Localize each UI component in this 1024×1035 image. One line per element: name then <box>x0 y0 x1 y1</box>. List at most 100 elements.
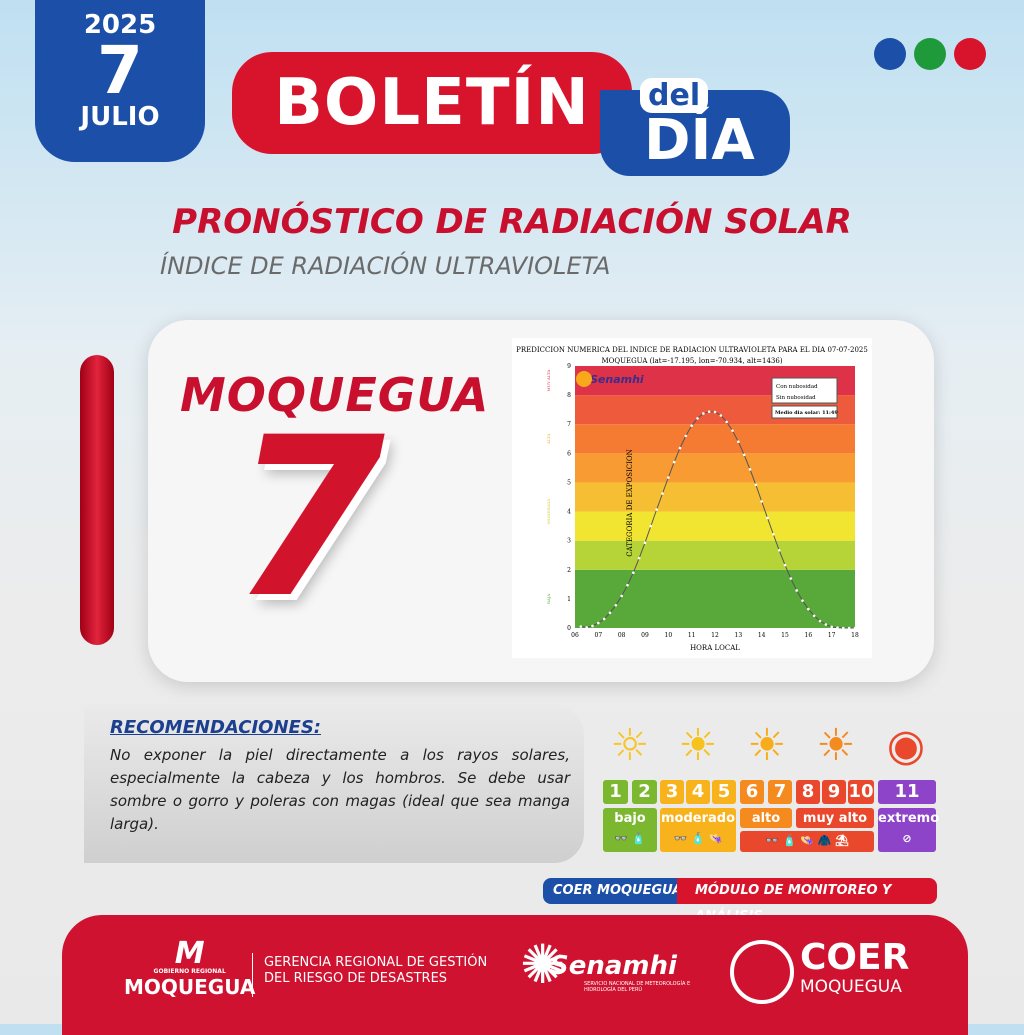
band-5 <box>575 424 855 454</box>
sun-very-high-icon: ☀ <box>816 720 856 771</box>
footer: M GOBIERNO REGIONAL MOQUEGUA GERENCIA RE… <box>62 915 968 1035</box>
y-tick: 1 <box>567 596 571 603</box>
y-tick: 2 <box>567 567 571 574</box>
band-1 <box>575 540 855 570</box>
divider <box>252 953 253 997</box>
day: 7 <box>97 32 143 109</box>
sun-moderate-icon: ☀ <box>678 720 718 771</box>
uv-number-5: 5 <box>712 780 736 804</box>
data-point <box>585 626 588 629</box>
uv-number-10: 10 <box>848 780 874 804</box>
uv-number-7: 7 <box>768 780 792 804</box>
page-title: PRONÓSTICO DE RADIACIÓN SOLAR <box>172 202 852 242</box>
data-point <box>748 468 752 471</box>
gob-small: GOBIERNO REGIONAL <box>153 968 226 975</box>
x-axis-label: HORA LOCAL <box>690 644 740 652</box>
recommendations-panel: RECOMENDACIONES: No exponer la piel dire… <box>84 705 584 863</box>
data-point <box>772 532 775 536</box>
band-2 <box>575 511 855 541</box>
x-tick: 12 <box>711 632 719 639</box>
y-axis-label: CATEGORIA DE EXPOSICION <box>626 449 634 557</box>
data-point <box>655 508 658 511</box>
data-point <box>818 619 822 623</box>
gobierno-regional-logo: M GOBIERNO REGIONAL MOQUEGUA <box>124 936 255 1000</box>
category-alto: alto <box>740 808 792 828</box>
uv-chart: PREDICCION NUMERICA DEL INDICE DE RADIAC… <box>512 338 872 658</box>
data-point <box>847 626 851 630</box>
data-point <box>684 434 688 438</box>
gerencia-text: GERENCIA REGIONAL DE GESTIÓN DEL RIESGO … <box>264 955 488 986</box>
data-point <box>760 500 763 503</box>
y-tick: 6 <box>567 450 571 457</box>
data-point <box>737 440 740 443</box>
x-tick: 15 <box>781 632 789 639</box>
data-point <box>620 594 623 598</box>
y-tick: 0 <box>567 625 571 632</box>
tag-coer-moquegua: COER MOQUEGUA <box>543 878 693 904</box>
data-point <box>783 563 787 567</box>
city-name: MOQUEGUA <box>180 368 490 422</box>
side-category: BAJA <box>546 594 551 604</box>
data-point <box>667 476 670 479</box>
title-del-dia: del DÍA <box>600 78 790 176</box>
coer-seal-icon <box>730 940 794 1004</box>
uv-index-value: 7 <box>232 390 386 646</box>
side-category: MUY ALTA <box>546 369 551 391</box>
data-point <box>824 623 828 626</box>
title-dia: DÍA <box>644 108 755 173</box>
gobierno-m-icon: M <box>174 936 205 971</box>
category-muy-alto: muy alto <box>796 808 874 828</box>
y-tick: 9 <box>567 363 571 370</box>
solar-noon-note: Medio dia solar: 11:49 <box>775 410 838 416</box>
side-category: MODERADA <box>546 499 551 525</box>
tag-modulo-monitoreo: MÓDULO DE MONITOREO Y ANÁLISIS <box>677 878 937 924</box>
data-point <box>725 420 728 424</box>
category-bajo: bajo 👓 🧴 <box>603 808 657 852</box>
x-tick: 07 <box>595 632 603 639</box>
solar-noon-box <box>771 405 838 419</box>
data-point <box>579 625 583 628</box>
legend-con-nubosidad: Con nubosidad <box>776 384 818 390</box>
data-point <box>789 577 793 580</box>
data-point <box>766 516 769 520</box>
y-tick: 4 <box>567 509 571 516</box>
data-point <box>713 410 717 414</box>
data-point <box>702 412 705 415</box>
year: 2025 <box>83 10 157 40</box>
data-point <box>643 541 647 545</box>
data-point <box>661 492 664 495</box>
recommendations-title: RECOMENDACIONES: <box>110 717 321 738</box>
category-moderado: moderado 👓 🧴 👒 <box>660 808 736 852</box>
x-tick: 09 <box>641 632 649 639</box>
senamhi-logo: Senamhi <box>550 951 677 981</box>
x-tick: 06 <box>571 632 579 639</box>
x-tick: 11 <box>688 632 696 639</box>
sun-low-icon: ☼ <box>610 720 650 771</box>
x-tick: 10 <box>665 632 673 639</box>
side-category: ALTA <box>546 433 551 445</box>
category-alto-muyalto-icons: 👓 🧴 👒 🧥 ⛱ <box>740 831 874 852</box>
chart-subtitle: MOQUEGUA (lat=-17.195, lon=-70.934, alt=… <box>601 357 782 365</box>
uv-number-2: 2 <box>632 780 657 804</box>
legend-sin-nubosidad: Sin nubosidad <box>776 395 816 401</box>
data-point <box>707 410 711 414</box>
x-tick: 18 <box>851 632 859 639</box>
data-point <box>719 414 723 417</box>
data-point <box>836 626 839 630</box>
green-dot <box>914 38 946 70</box>
uv-series-line <box>580 411 855 629</box>
chart-legend <box>771 377 838 404</box>
data-point <box>777 548 781 552</box>
uv-number-9: 9 <box>822 780 846 804</box>
chart-title: PREDICCION NUMERICA DEL INDICE DE RADIAC… <box>516 346 868 354</box>
category-extremo: extremo ⊘ <box>878 808 939 852</box>
data-point <box>830 625 833 629</box>
data-point <box>672 460 676 464</box>
coer-sub: MOQUEGUA <box>800 977 902 997</box>
x-tick: 13 <box>735 632 743 639</box>
data-point <box>754 483 758 487</box>
data-point <box>678 446 682 450</box>
data-point <box>696 417 699 420</box>
data-point <box>801 599 804 602</box>
x-tick: 08 <box>618 632 626 639</box>
